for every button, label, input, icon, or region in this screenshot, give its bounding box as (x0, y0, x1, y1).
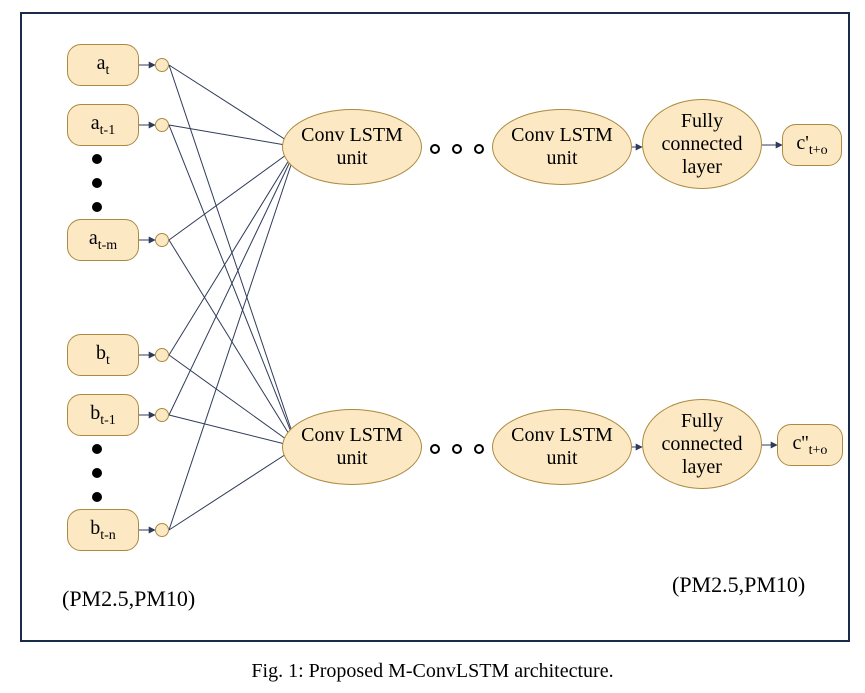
output-1: c''t+o (777, 424, 843, 466)
diagram-border: at at-1 at-m bt bt-1 bt-n Conv LSTMunit Conv LS… (20, 12, 850, 642)
dot (474, 144, 484, 154)
input-b-1-label: bt-1 (86, 400, 120, 431)
junction-4 (155, 408, 169, 422)
unit-top-0-label: Conv LSTMunit (297, 122, 407, 172)
output-1-label: c''t+o (789, 430, 832, 461)
edge (169, 147, 297, 240)
unit-bot-2: Fullyconnectedlayer (642, 399, 762, 489)
dot (92, 202, 102, 212)
edge (169, 147, 297, 355)
hdots-1 (430, 439, 484, 459)
output-0: c't+o (782, 124, 842, 166)
output-0-label: c't+o (792, 130, 831, 161)
junction-3 (155, 348, 169, 362)
input-b-0-label: bt (92, 340, 114, 371)
edge (169, 65, 297, 447)
annotation-0: (PM2.5,PM10) (62, 586, 195, 612)
dot (92, 154, 102, 164)
unit-top-2: Fullyconnectedlayer (642, 99, 762, 189)
junction-5 (155, 523, 169, 537)
unit-bot-1-label: Conv LSTMunit (507, 422, 617, 472)
unit-bot-0: Conv LSTMunit (282, 409, 422, 485)
dot (92, 178, 102, 188)
dot (452, 144, 462, 154)
junction-2 (155, 233, 169, 247)
input-a-2: at-m (67, 219, 139, 261)
input-b-0: bt (67, 334, 139, 376)
input-b-1: bt-1 (67, 394, 139, 436)
edge (169, 147, 297, 530)
dot (452, 444, 462, 454)
input-b-2-label: bt-n (86, 515, 120, 546)
input-a-1: at-1 (67, 104, 139, 146)
unit-bot-1: Conv LSTMunit (492, 409, 632, 485)
unit-bot-2-label: Fullyconnectedlayer (657, 408, 746, 481)
dot (92, 492, 102, 502)
edge (169, 355, 297, 447)
edge (169, 65, 297, 147)
unit-bot-0-label: Conv LSTMunit (297, 422, 407, 472)
figure-caption: Fig. 1: Proposed M-ConvLSTM architecture… (0, 660, 865, 683)
unit-top-1: Conv LSTMunit (492, 109, 632, 185)
dot (92, 468, 102, 478)
unit-top-1-label: Conv LSTMunit (507, 122, 617, 172)
unit-top-2-label: Fullyconnectedlayer (657, 108, 746, 181)
unit-top-0: Conv LSTMunit (282, 109, 422, 185)
dot (474, 444, 484, 454)
edge (169, 125, 297, 147)
input-b-2: bt-n (67, 509, 139, 551)
dot (430, 444, 440, 454)
vdots-1 (87, 444, 107, 502)
dot (92, 444, 102, 454)
edge (169, 240, 297, 447)
annotation-1: (PM2.5,PM10) (672, 572, 805, 598)
input-a-0-label: at (93, 50, 114, 81)
junction-0 (155, 58, 169, 72)
input-a-1-label: at-1 (87, 110, 119, 141)
junction-1 (155, 118, 169, 132)
vdots-0 (87, 154, 107, 212)
figure: at at-1 at-m bt bt-1 bt-n Conv LSTMunit Conv LS… (0, 0, 865, 693)
input-a-0: at (67, 44, 139, 86)
edge (169, 125, 297, 447)
hdots-0 (430, 139, 484, 159)
edge (169, 415, 297, 447)
input-a-2-label: at-m (85, 225, 121, 256)
edge (169, 147, 297, 415)
edge (169, 447, 297, 530)
dot (430, 144, 440, 154)
